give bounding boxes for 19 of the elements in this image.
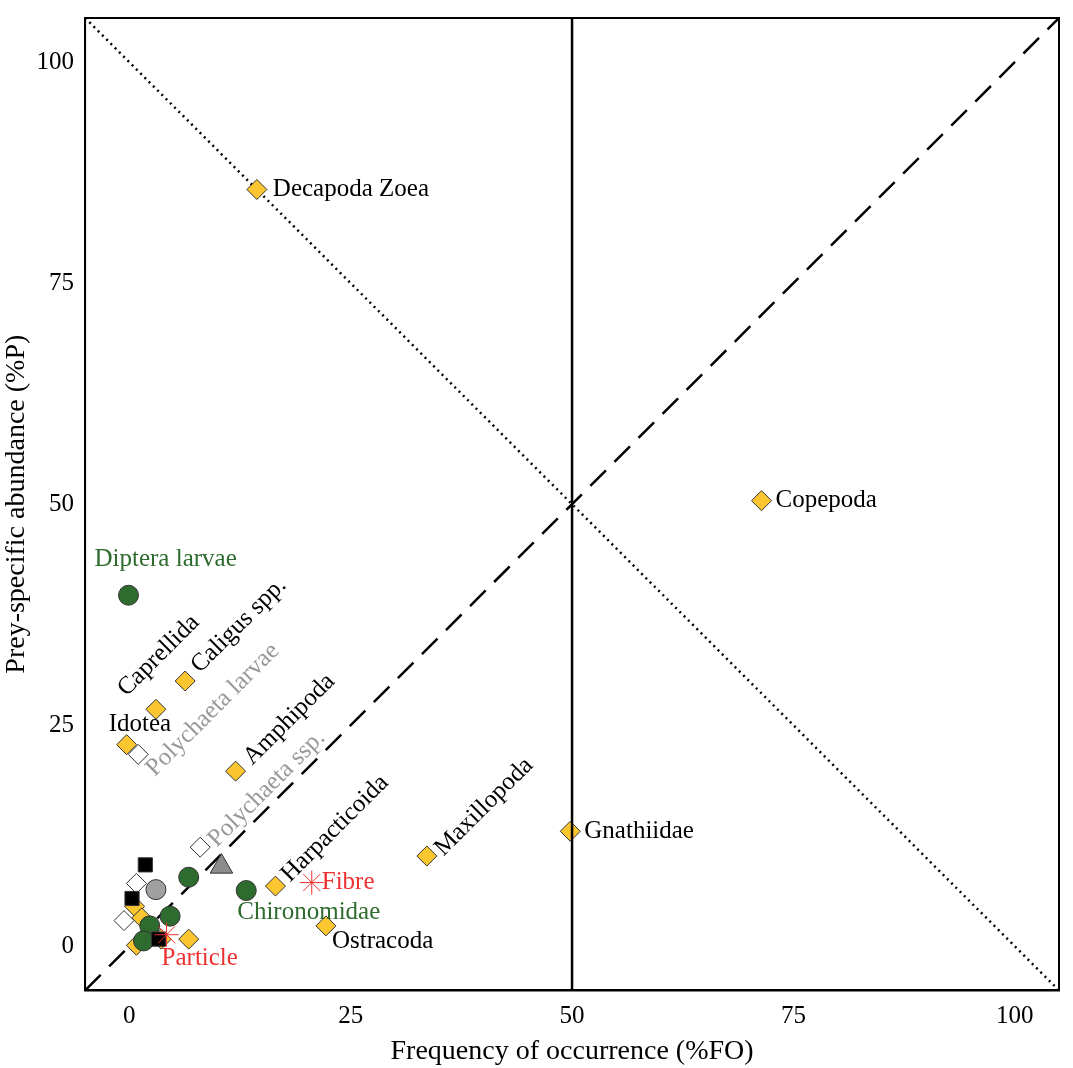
y-tick-label: 25: [49, 709, 75, 737]
data-label: Copepoda: [775, 485, 877, 513]
data-label: Ostracoda: [331, 926, 434, 954]
data-label: Particle: [161, 943, 238, 971]
y-axis-title: Prey-specific abundance (%P): [0, 334, 31, 674]
y-tick-label: 75: [49, 267, 75, 295]
y-tick-label: 50: [49, 488, 75, 516]
data-label: Decapoda Zoea: [272, 174, 430, 202]
data-label: Gnathiidae: [584, 815, 694, 843]
x-tick-label: 25: [338, 1000, 364, 1028]
x-tick-label: 50: [559, 1000, 585, 1028]
data-label: Diptera larvae: [94, 543, 237, 571]
y-tick-label: 0: [61, 930, 75, 958]
x-tick-label: 100: [995, 1000, 1034, 1028]
y-tick-label: 100: [36, 46, 75, 74]
x-tick-label: 0: [123, 1000, 136, 1028]
data-label: Chironomidae: [237, 897, 381, 925]
x-axis-title: Frequency of occurrence (%FO): [390, 1033, 754, 1065]
x-tick-label: 75: [780, 1000, 806, 1028]
